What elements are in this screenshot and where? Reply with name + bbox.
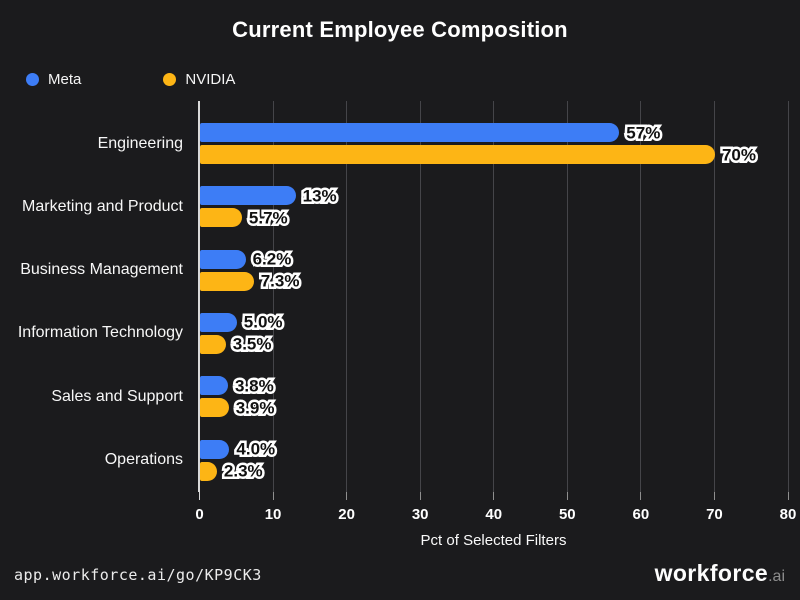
gridline-x-80 (787, 101, 789, 492)
legend-dot-nvidia (163, 73, 177, 86)
value-label-nvidia-business-management: 7.3% (261, 273, 300, 290)
value-label-meta-information-technology: 5.0% (244, 314, 283, 331)
x-tick-70 (713, 492, 715, 500)
bar-meta-engineering (200, 123, 620, 142)
value-label-nvidia-information-technology: 3.5% (233, 336, 272, 353)
bar-nvidia-sales-and-support (200, 398, 229, 418)
gridline-x-40 (493, 101, 495, 492)
x-tick-30 (419, 492, 421, 500)
share-link-text: app.workforce.ai/go/KP9CK3 (14, 566, 262, 584)
value-label-meta-operations: 4.0% (236, 441, 275, 458)
brand-logo: workforce .ai (655, 560, 785, 587)
legend: Meta NVIDIA (26, 71, 235, 88)
value-label-nvidia-marketing-and-product: 5.7% (249, 209, 288, 226)
x-axis-title: Pct of Selected Filters (420, 532, 567, 549)
x-tick-10 (272, 492, 274, 500)
bar-nvidia-engineering (200, 145, 715, 164)
bar-meta-marketing-and-product (200, 186, 296, 206)
x-tick-40 (493, 492, 495, 500)
value-label-meta-marketing-and-product: 13% (303, 187, 337, 204)
brand-suffix: .ai (768, 568, 785, 585)
x-tick-label-80: 80 (779, 506, 797, 523)
x-tick-50 (566, 492, 568, 500)
value-label-meta-business-management: 6.2% (253, 251, 292, 268)
bar-nvidia-information-technology (200, 334, 226, 354)
category-label-information-technology: Information Technology (17, 324, 183, 342)
gridline-x-30 (419, 101, 421, 492)
bar-nvidia-marketing-and-product (200, 208, 242, 228)
bar-meta-sales-and-support (200, 376, 228, 396)
category-label-business-management: Business Management (20, 261, 183, 279)
category-label-operations: Operations (104, 451, 183, 468)
gridline-x-70 (713, 101, 715, 492)
x-tick-label-0: 0 (195, 506, 204, 523)
bar-meta-information-technology (200, 312, 237, 332)
value-label-meta-engineering: 57% (626, 124, 660, 141)
x-tick-label-60: 60 (632, 506, 650, 523)
gridline-x-50 (566, 101, 568, 492)
legend-item-nvidia[interactable]: NVIDIA (163, 71, 235, 88)
value-label-nvidia-operations: 2.3% (224, 463, 263, 480)
legend-label-nvidia: NVIDIA (185, 71, 236, 88)
legend-item-meta[interactable]: Meta (26, 71, 81, 88)
chart-title: Current Employee Composition (232, 17, 568, 42)
category-label-engineering: Engineering (97, 134, 183, 152)
y-axis-line (198, 101, 200, 492)
x-tick-label-10: 10 (264, 506, 282, 523)
brand-name: workforce (654, 560, 769, 586)
gridline-x-60 (640, 101, 642, 492)
x-tick-label-70: 70 (706, 506, 723, 523)
category-label-sales-and-support: Sales and Support (51, 387, 183, 405)
legend-dot-meta (26, 73, 39, 86)
x-tick-60 (640, 492, 642, 500)
gridline-x-10 (272, 101, 274, 492)
category-label-marketing-and-product: Marketing and Product (22, 197, 183, 215)
value-label-meta-sales-and-support: 3.8% (235, 377, 274, 394)
gridline-x-20 (346, 101, 348, 492)
x-tick-label-30: 30 (411, 506, 429, 523)
bar-nvidia-business-management (200, 271, 254, 291)
x-tick-20 (346, 492, 348, 500)
x-tick-label-40: 40 (485, 506, 503, 523)
legend-label-meta: Meta (48, 71, 82, 88)
bar-meta-operations (200, 439, 230, 459)
value-label-nvidia-sales-and-support: 3.9% (236, 399, 275, 416)
bar-nvidia-operations (200, 461, 217, 481)
bar-meta-business-management (200, 249, 246, 269)
x-tick-label-50: 50 (558, 506, 576, 523)
value-label-nvidia-engineering: 70% (722, 146, 756, 163)
x-tick-label-20: 20 (338, 506, 355, 523)
x-tick-80 (787, 492, 789, 500)
x-tick-0 (199, 492, 200, 500)
